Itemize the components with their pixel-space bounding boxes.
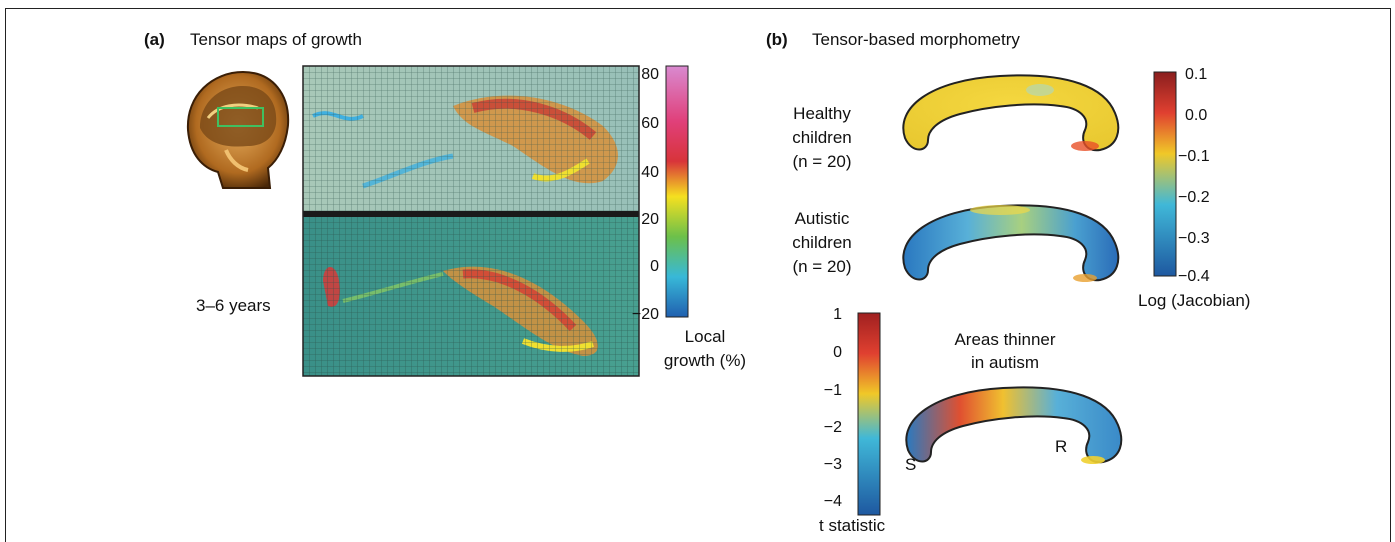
healthy-corpus-callosum <box>902 74 1120 152</box>
jacobian-tick: −0.2 <box>1178 189 1210 206</box>
growth-tick: 0 <box>650 258 659 275</box>
marker-s: S <box>905 455 917 474</box>
age-label: 3–6 years <box>196 296 271 315</box>
autistic-label-2: children <box>792 233 852 252</box>
growth-tick: 40 <box>641 164 659 181</box>
growth-colorbar <box>665 65 689 318</box>
figure-frame <box>5 8 1391 542</box>
tstat-tick: 1 <box>833 306 842 323</box>
jacobian-colorbar <box>1153 71 1177 277</box>
tstat-tick: −2 <box>823 419 842 436</box>
autistic-corpus-callosum <box>902 204 1120 282</box>
tstat-tick: −3 <box>823 456 842 473</box>
growth-tick: −20 <box>631 306 659 323</box>
growth-bar-label-2: growth (%) <box>663 351 747 370</box>
tstat-tick: −1 <box>823 382 842 399</box>
panel-a-letter: (a) <box>144 30 165 49</box>
jacobian-tick: −0.1 <box>1178 148 1210 165</box>
brain-mri-thumbnail <box>186 70 290 189</box>
healthy-label-3: (n = 20) <box>792 152 852 171</box>
tstat-colorbar <box>857 312 881 516</box>
growth-tick: 20 <box>641 211 659 228</box>
panel-b-title: Tensor-based morphometry <box>812 30 1020 49</box>
panel-b-letter: (b) <box>766 30 788 49</box>
panel-a-title: Tensor maps of growth <box>190 30 362 49</box>
autistic-label-1: Autistic <box>794 209 850 228</box>
thinning-corpus-callosum <box>905 386 1123 464</box>
thinner-label-2: in autism <box>970 353 1040 372</box>
jacobian-bar-label: Log (Jacobian) <box>1138 291 1251 310</box>
tstat-tick: −4 <box>823 493 842 510</box>
autistic-label-3: (n = 20) <box>792 257 852 276</box>
growth-tick: 60 <box>641 115 659 132</box>
tstat-bar-label: t statistic <box>819 516 886 535</box>
marker-r: R <box>1055 437 1068 456</box>
tstat-tick: 0 <box>833 344 842 361</box>
healthy-label-2: children <box>792 128 852 147</box>
jacobian-tick: 0.0 <box>1185 107 1208 124</box>
tensor-growth-map <box>302 65 640 377</box>
growth-bar-label-1: Local <box>684 327 726 346</box>
jacobian-tick: −0.3 <box>1178 230 1210 247</box>
growth-tick: 80 <box>641 66 659 83</box>
jacobian-tick: 0.1 <box>1185 66 1208 83</box>
thinner-label-1: Areas thinner <box>954 330 1056 349</box>
healthy-label-1: Healthy <box>793 104 851 123</box>
jacobian-tick: −0.4 <box>1178 268 1210 285</box>
